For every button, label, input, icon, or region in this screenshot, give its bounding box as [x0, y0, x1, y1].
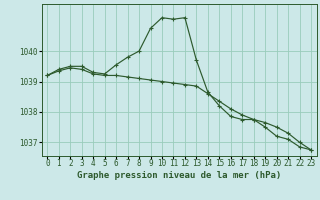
- X-axis label: Graphe pression niveau de la mer (hPa): Graphe pression niveau de la mer (hPa): [77, 171, 281, 180]
